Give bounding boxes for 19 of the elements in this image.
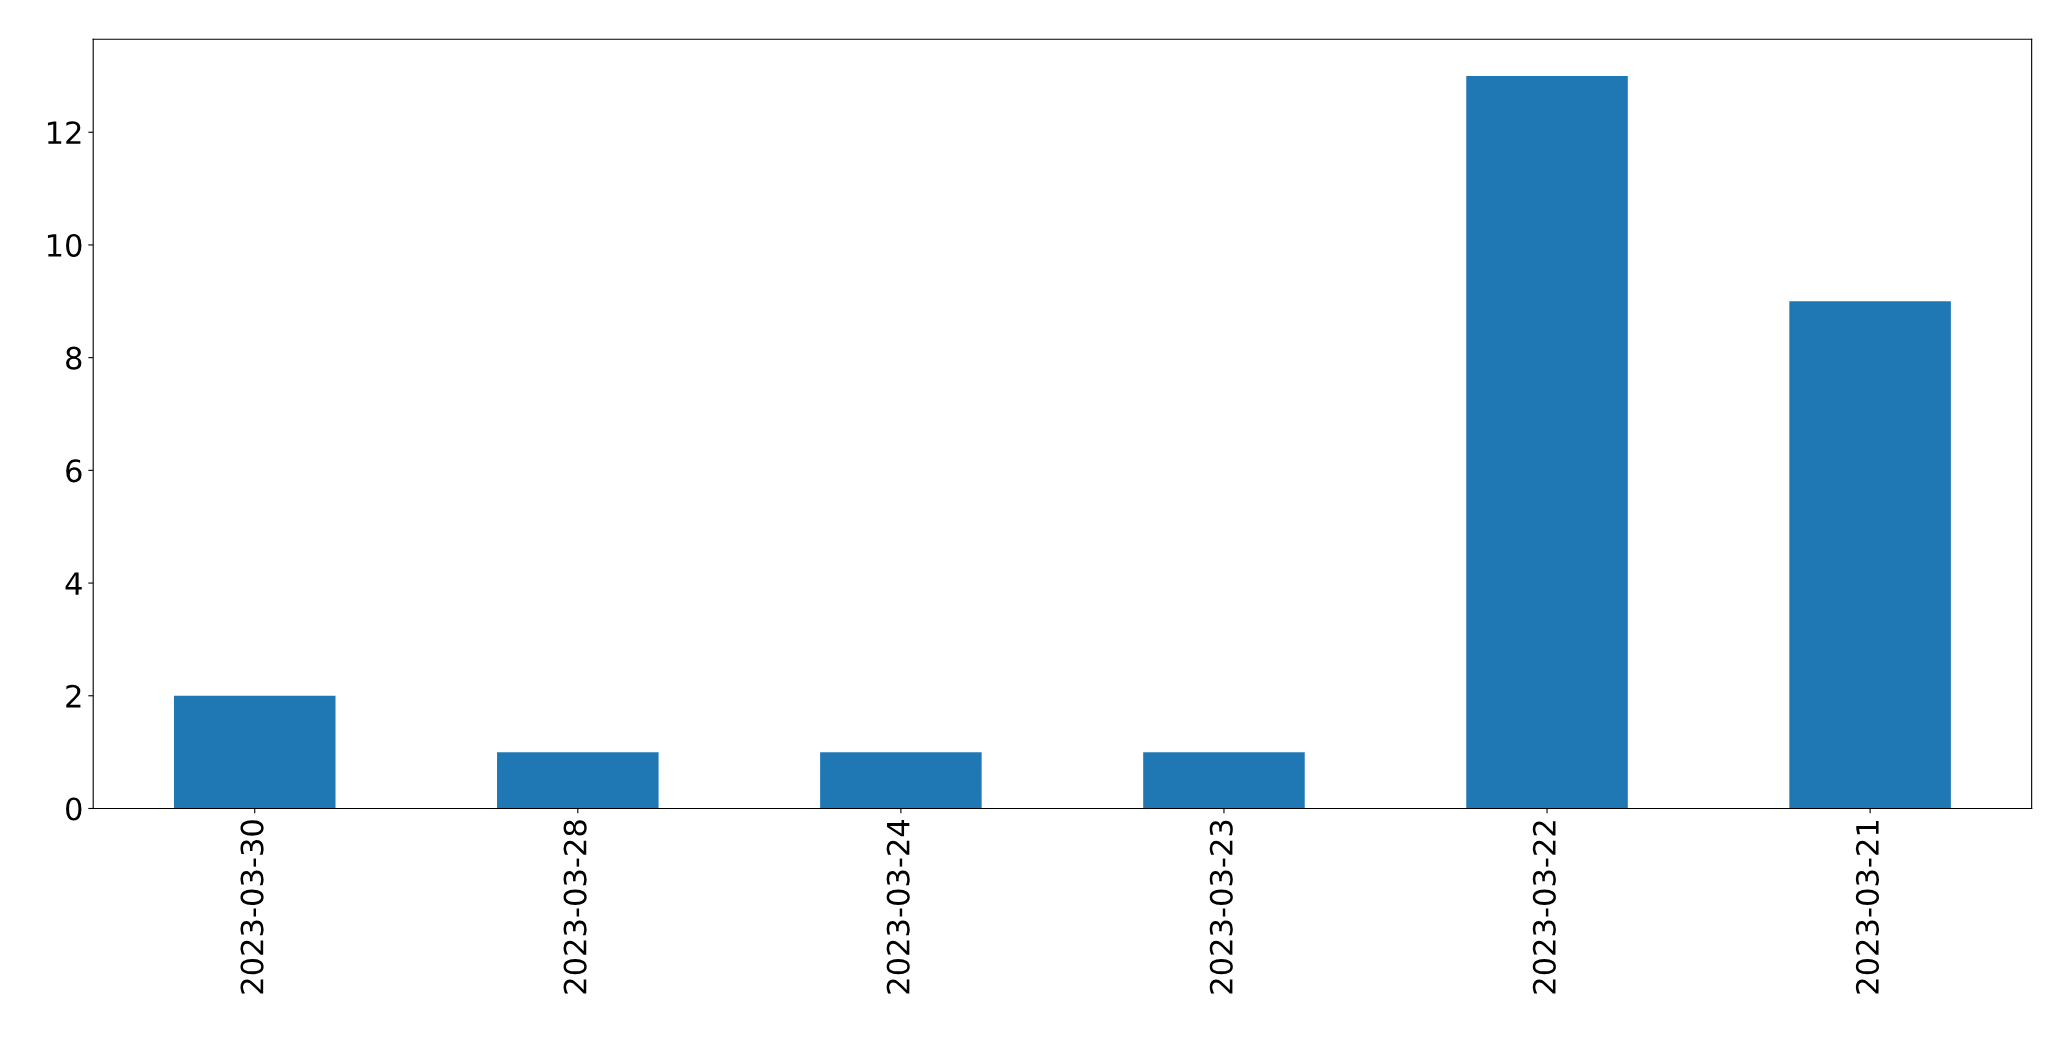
y-tick-label: 12	[47, 121, 81, 144]
bar	[173, 695, 336, 809]
x-tick-label: 2023-03-21	[1855, 821, 1879, 994]
x-tick-label: 2023-03-24	[886, 819, 910, 994]
y-tick-label: 8	[66, 346, 82, 370]
y-tick-label: 6	[66, 459, 82, 483]
bar	[1143, 752, 1305, 809]
y-tick-label: 2	[66, 684, 81, 708]
x-tick-label: 2023-03-30	[240, 820, 264, 994]
y-tick-label: 0	[66, 797, 82, 821]
bar	[820, 752, 982, 809]
bar	[1466, 75, 1628, 809]
y-tick-label: 10	[47, 233, 82, 257]
x-tick-label: 2023-03-23	[1209, 820, 1233, 994]
x-tick-label: 2023-03-28	[563, 820, 587, 994]
bar	[497, 752, 659, 809]
x-tick-label: 2023-03-22	[1532, 821, 1556, 994]
bar	[1789, 301, 1951, 809]
y-tick-label: 4	[65, 572, 82, 595]
